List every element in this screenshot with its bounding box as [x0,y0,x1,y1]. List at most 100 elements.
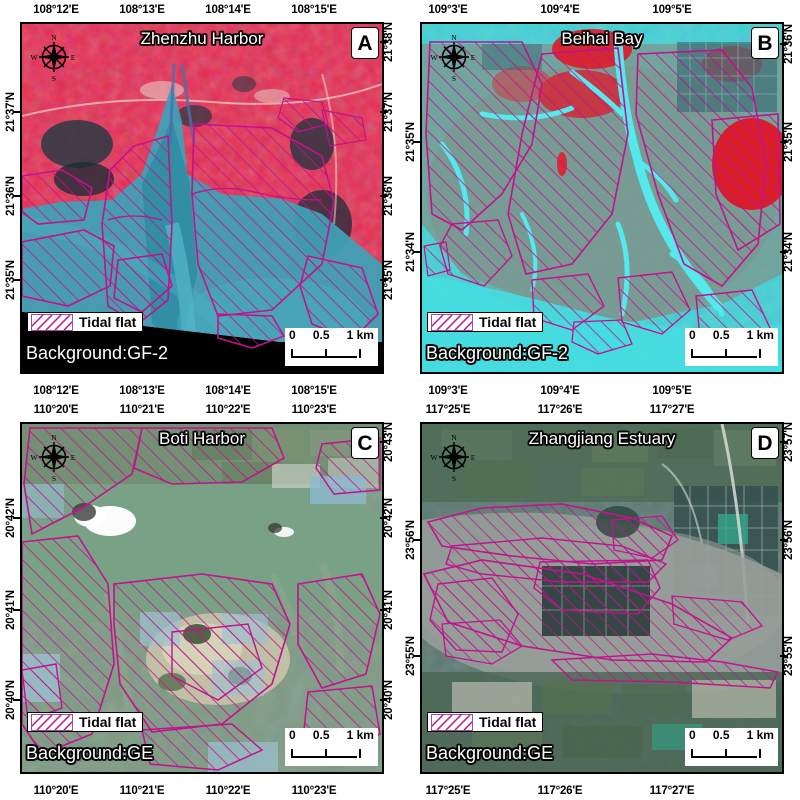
legend-label-D: Tidal flat [479,714,537,730]
axis-top-label: 108°15'E [291,4,337,16]
axis-top-label: 110°22'E [205,404,251,416]
scalebar-right-B: 1 km [746,328,774,342]
axis-top-label: 108°14'E [205,4,251,16]
panel-letter-A: A [351,27,379,59]
svg-text:E: E [471,53,476,62]
axis-bottom-label: 117°26'E [537,785,583,797]
scale-bar-D: 0 0.5 1 km [685,728,778,766]
svg-text:W: W [30,53,38,62]
panel-D: N E S W Zhangjiang Estuary D [400,400,800,800]
scalebar-mid-B: 0.5 [712,328,730,342]
panel-B: N E S W Beihai Bay B Tidal fl [400,0,800,400]
axis-bottom-label: 117°25'E [425,785,471,797]
map-frame-A[interactable]: N E S W Zhenzhu Harbor A Tida [20,22,384,374]
compass-rose-icon: N E S W [30,433,76,482]
legend-label-C: Tidal flat [79,714,137,730]
axis-top-label: 117°27'E [649,404,695,416]
scalebar-right-C: 1 km [346,728,374,742]
legend-A: Tidal flat [27,312,144,332]
legend-swatch-tidal-flat [431,313,473,331]
legend-swatch-tidal-flat [31,713,73,731]
tidal-flat-polygons-D [422,503,780,689]
axis-bottom-label: 110°21'E [119,785,165,797]
background-label-A: Background:GF-2 [26,343,169,363]
legend-C: Tidal flat [27,712,144,732]
compass-rose-icon: N E S W [30,33,76,82]
background-label-B: Background:GF-2 [426,343,569,363]
tidal-flat-outline-A [107,187,323,221]
svg-text:S: S [452,474,456,482]
panel-letter-B: B [751,27,779,59]
axis-top-label: 110°21'E [119,404,165,416]
scale-bar-A: 0 0.5 1 km [285,328,378,366]
panel-letter-D: D [751,427,779,459]
axis-bottom-label: 110°23'E [291,785,337,797]
satellite-imagery-D [422,424,782,772]
svg-text:N: N [51,33,57,42]
legend-label-B: Tidal flat [479,314,537,330]
map-frame-C[interactable]: N E S W Boti Harbor C Tidal f [20,422,384,774]
svg-text:S: S [52,474,56,482]
axis-top-label: 108°13'E [119,4,165,16]
axis-top-label: 109°5'E [652,4,692,16]
legend-swatch-tidal-flat [431,713,473,731]
scalebar-mid-D: 0.5 [712,728,730,742]
hatch-pattern-icon [32,714,72,730]
axis-bottom-label: 110°22'E [205,785,251,797]
map-frame-B[interactable]: N E S W Beihai Bay B Tidal fl [420,22,784,374]
background-label-C: Background:GE [26,743,154,763]
background-label-D: Background:GE [426,743,554,763]
axis-top-label: 109°3'E [428,4,468,16]
scalebar-mid-A: 0.5 [312,328,330,342]
legend-label-A: Tidal flat [79,314,137,330]
panel-title-C: Boti Harbor [159,429,245,448]
panel-C: N E S W Boti Harbor C Tidal f [0,400,400,800]
axis-bottom-label: 108°14'E [205,385,251,397]
compass-rose-icon: N E S W [430,433,475,482]
svg-text:N: N [451,433,457,442]
axis-bottom-label: 117°27'E [649,785,695,797]
compass-rose-icon: N E S W [430,33,476,82]
svg-text:N: N [451,33,457,42]
svg-text:N: N [51,433,57,442]
panel-letter-C: C [351,427,379,459]
legend-swatch-tidal-flat [31,313,73,331]
panel-A: N E S W Zhenzhu Harbor A Tida [0,0,400,400]
svg-text:E: E [71,53,76,62]
scalebar-mid-C: 0.5 [312,728,330,742]
scalebar-left-D: 0 [689,728,696,742]
axis-bottom-label: 108°12'E [33,385,79,397]
hatch-pattern-icon [432,314,472,330]
scalebar-left-A: 0 [289,328,296,342]
scalebar-right-A: 1 km [346,328,374,342]
panel-title-D: Zhangjiang Estuary [528,429,676,448]
legend-B: Tidal flat [427,312,544,332]
svg-text:S: S [52,74,56,82]
tidal-flat-polygons-A [22,97,379,349]
svg-text:E: E [71,453,76,462]
scale-bar-C: 0 0.5 1 km [285,728,378,766]
scale-bar-B: 0 0.5 1 km [685,328,778,366]
axis-bottom-label: 108°13'E [119,385,165,397]
axis-bottom-label: 108°15'E [291,385,337,397]
svg-text:W: W [30,453,38,462]
axis-top-label: 117°26'E [537,404,583,416]
axis-bottom-label: 109°5'E [652,385,692,397]
panel-title-B: Beihai Bay [561,29,643,48]
axis-bottom-label: 109°4'E [540,385,580,397]
axis-top-label: 110°23'E [291,404,337,416]
hatch-pattern-icon [432,714,472,730]
legend-D: Tidal flat [427,712,544,732]
panel-title-A: Zhenzhu Harbor [140,29,264,48]
scalebar-left-B: 0 [689,328,696,342]
axis-top-label: 117°25'E [425,404,471,416]
axis-bottom-label: 110°20'E [33,785,79,797]
map-frame-D[interactable]: N E S W Zhangjiang Estuary D [420,422,784,774]
axis-bottom-label: 109°3'E [428,385,468,397]
svg-text:W: W [430,53,438,62]
svg-text:S: S [452,74,456,82]
axis-top-label: 109°4'E [540,4,580,16]
axis-top-label: 110°20'E [33,404,79,416]
svg-text:W: W [430,453,438,462]
